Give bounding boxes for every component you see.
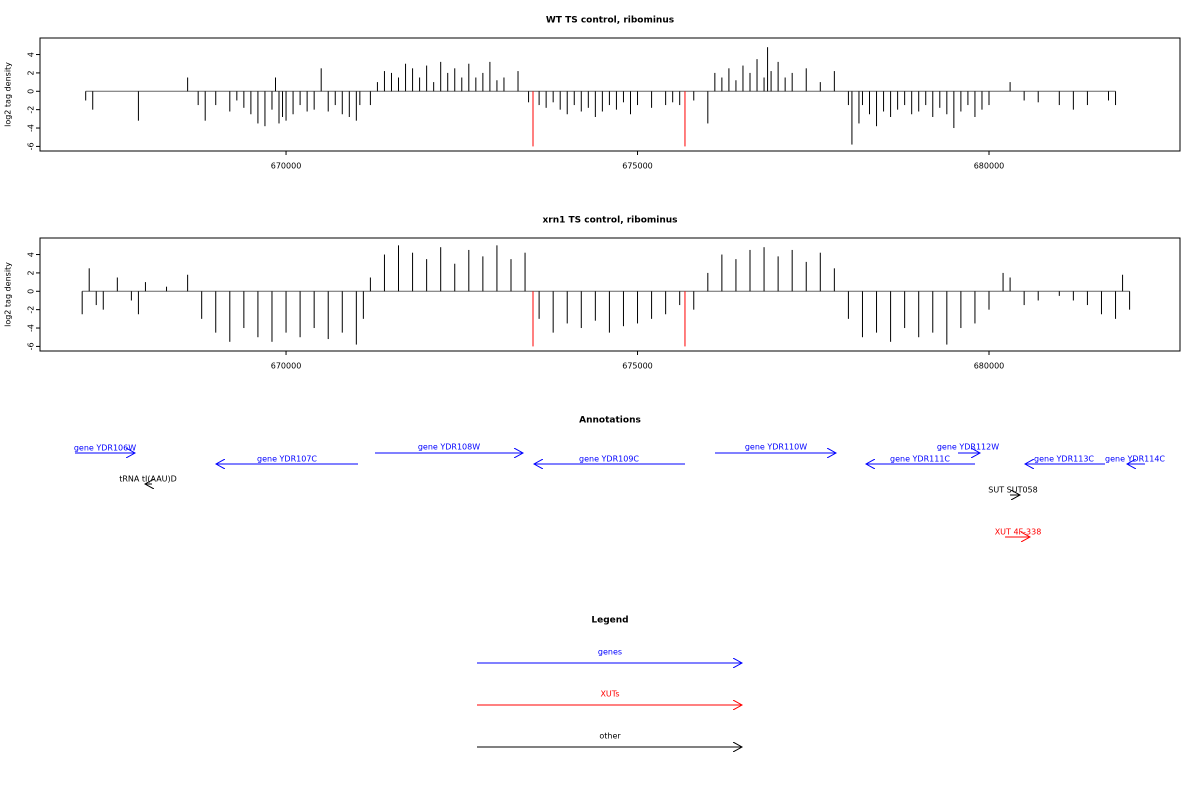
feature-label: gene YDR114C — [1105, 455, 1165, 464]
y-tick-label: -4 — [27, 124, 36, 132]
x-tick-label: 680000 — [974, 362, 1005, 371]
feature-label: tRNA tI(AAU)D — [119, 475, 177, 484]
feature-label: gene YDR111C — [890, 455, 950, 464]
feature-label: gene YDR108W — [418, 443, 480, 452]
legend-label: other — [599, 732, 621, 741]
legend-label: genes — [598, 648, 622, 657]
y-tick-label: 4 — [27, 252, 36, 257]
legend-title: Legend — [591, 616, 628, 626]
feature-label: gene YDR109C — [579, 455, 639, 464]
chart-title: WT TS control, ribominus — [546, 16, 674, 26]
feature-label: SUT SUT058 — [988, 486, 1037, 495]
y-tick-label: -2 — [27, 106, 36, 114]
chart-title: xrn1 TS control, ribominus — [542, 216, 677, 226]
y-tick-label: 2 — [27, 70, 36, 75]
y-tick-label: -6 — [27, 342, 36, 350]
x-tick-label: 680000 — [974, 162, 1005, 171]
y-axis-label: log2 tag density — [4, 62, 13, 127]
annotations-title: Annotations — [579, 416, 641, 426]
plot-frame — [39, 237, 1181, 352]
feature-label: gene YDR113C — [1034, 455, 1094, 464]
x-tick-label: 670000 — [271, 362, 302, 371]
x-tick-label: 675000 — [622, 162, 653, 171]
feature-label: XUT 4F-338 — [995, 528, 1042, 537]
x-tick-label: 675000 — [622, 362, 653, 371]
plot-frame — [39, 37, 1181, 152]
y-tick-label: -6 — [27, 142, 36, 150]
x-tick-label: 670000 — [271, 162, 302, 171]
y-tick-label: 2 — [27, 270, 36, 275]
y-tick-label: -4 — [27, 324, 36, 332]
legend-label: XUTs — [600, 690, 619, 699]
y-tick-label: 0 — [27, 89, 36, 94]
y-axis-label: log2 tag density — [4, 262, 13, 327]
y-tick-label: 4 — [27, 52, 36, 57]
feature-label: gene YDR107C — [257, 455, 317, 464]
y-tick-label: 0 — [27, 289, 36, 294]
feature-label: gene YDR106W — [74, 444, 136, 453]
y-tick-label: -2 — [27, 306, 36, 314]
feature-label: gene YDR112W — [937, 443, 999, 452]
feature-label: gene YDR110W — [745, 443, 807, 452]
